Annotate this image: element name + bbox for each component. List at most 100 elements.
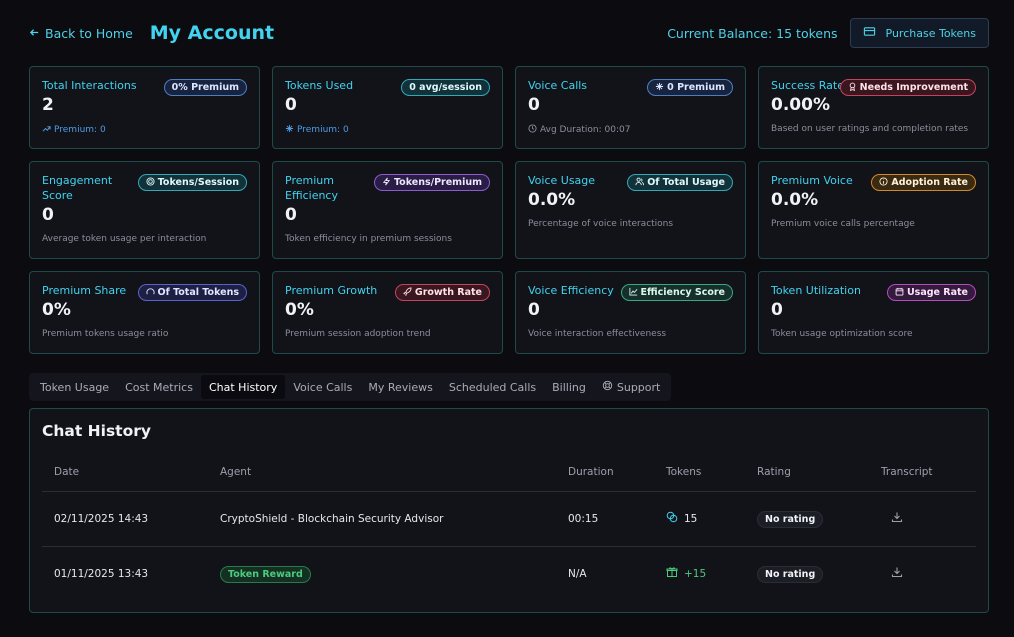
target-icon (146, 176, 155, 189)
column-header: Duration (568, 466, 614, 479)
card-subtext: Percentage of voice interactions (528, 219, 674, 229)
card-badge: Needs Improvement (839, 79, 976, 96)
stats-row-2: Engagement Score Tokens/Session 0 Averag… (29, 161, 989, 259)
card-subtext: Premium session adoption trend (285, 329, 431, 339)
rating-cell: No rating (745, 545, 869, 601)
card-title: Premium Share (42, 284, 127, 297)
card-badge: Tokens/Session (137, 174, 247, 191)
line-chart-icon (628, 287, 638, 299)
credit-card-icon (863, 25, 876, 41)
tokens-value: +15 (684, 567, 707, 580)
subtext-label: Premium: 0 (297, 125, 349, 135)
tab-billing[interactable]: Billing (552, 380, 586, 394)
tab-voice-calls[interactable]: Voice Calls (293, 380, 353, 394)
card-title: Voice Usage (528, 174, 596, 187)
tab-token-usage[interactable]: Token Usage (40, 380, 110, 394)
stat-card-premium-voice: Premium Voice Adoption Rate 0.0% Premium… (758, 161, 989, 259)
token-reward-badge: Token Reward (220, 565, 311, 583)
badge-label: 0 Premium (667, 82, 725, 93)
info-icon (879, 176, 888, 189)
date-cell: 01/11/2025 13:43 (42, 545, 208, 601)
stat-card-total-interactions: Total Interactions 0% Premium 2 Premium:… (29, 66, 260, 149)
badge-label: Efficiency Score (640, 287, 725, 298)
card-title: Total Interactions (42, 79, 137, 92)
tab-my-reviews[interactable]: My Reviews (368, 380, 433, 394)
card-title: Engagement Score (42, 174, 113, 202)
card-title: Voice Efficiency (528, 284, 614, 297)
badge-label: Growth Rate (414, 287, 482, 298)
card-title: Success Rate (771, 79, 844, 92)
badge-label: Of Total Tokens (157, 287, 239, 298)
duration-cell: 00:15 (556, 490, 654, 546)
clock-icon (528, 124, 537, 136)
stat-card-engagement-score: Engagement Score Tokens/Session 0 Averag… (29, 161, 260, 259)
card-badge: Growth Rate (394, 284, 490, 301)
tokens-cell: +15 (654, 545, 745, 601)
card-title: Tokens Used (285, 79, 354, 92)
stat-card-token-utilization: Token Utilization Usage Rate 0 Token usa… (758, 271, 989, 354)
tokens-cell: 15 (654, 490, 745, 546)
card-subtext: Token efficiency in premium sessions (285, 234, 452, 244)
purchase-label: Purchase Tokens (885, 26, 976, 40)
duration-cell: N/A (556, 545, 654, 601)
stat-card-premium-share: Premium Share Of Total Tokens 0% Premium… (29, 271, 260, 354)
card-subtext: Based on user ratings and completion rat… (771, 124, 969, 134)
card-badge: Tokens/Premium (373, 174, 490, 191)
card-value: 2 (42, 95, 54, 115)
card-title: Token Utilization (771, 284, 861, 297)
stat-card-voice-usage: Voice Usage Of Total Usage 0.0% Percenta… (515, 161, 746, 259)
column-header: Agent (220, 466, 252, 479)
card-value: 0.0% (771, 190, 819, 210)
sparkle-icon (655, 82, 664, 94)
card-subtext: Premium: 0 (285, 124, 490, 136)
card-value: 0.00% (771, 95, 830, 115)
card-badge: Of Total Usage (627, 174, 733, 191)
table-row: 01/11/2025 13:43 Token Reward N/A +15 No… (42, 545, 976, 601)
trending-up-icon (42, 124, 51, 136)
chat-history-table: Date Agent Duration Tokens Rating Transc… (42, 454, 976, 601)
gauge-icon (146, 287, 155, 299)
rocket-icon (403, 286, 412, 299)
card-value: 0% (42, 300, 71, 320)
column-header: Rating (757, 466, 791, 479)
tab-chat-history[interactable]: Chat History (200, 375, 286, 399)
card-value: 0.0% (528, 190, 576, 210)
download-transcript-icon[interactable] (891, 567, 903, 581)
chat-history-panel: Chat History Date Agent Duration Tokens … (29, 408, 989, 613)
card-badge: 0 avg/session (401, 79, 490, 96)
badge-label: Needs Improvement (859, 82, 968, 93)
lifebuoy-icon (602, 380, 613, 394)
card-badge: Of Total Tokens (137, 284, 247, 301)
arrow-left-icon (29, 26, 40, 41)
download-transcript-icon[interactable] (891, 512, 903, 526)
card-title: Premium Efficiency (285, 174, 338, 202)
card-title: Voice Calls (528, 79, 588, 92)
back-to-home-link[interactable]: Back to Home (29, 26, 133, 41)
users-icon (635, 177, 645, 189)
tokens-value: 15 (684, 512, 698, 525)
stat-card-voice-calls: Voice Calls 0 Premium 0 Avg Duration: 00… (515, 66, 746, 149)
card-badge: Adoption Rate (871, 174, 976, 191)
card-value: 0 (528, 95, 540, 115)
rating-badge: No rating (757, 510, 824, 528)
card-badge: Efficiency Score (620, 284, 733, 301)
card-subtext: Token usage optimization score (771, 329, 913, 339)
date-cell: 02/11/2025 14:43 (42, 490, 208, 546)
tab-support[interactable]: Support (594, 375, 668, 399)
card-subtext: Premium voice calls percentage (771, 219, 915, 229)
column-header: Tokens (666, 466, 702, 479)
transcript-cell (869, 545, 976, 601)
tab-scheduled-calls[interactable]: Scheduled Calls (448, 380, 537, 394)
column-header: Date (54, 466, 80, 479)
page-title: My Account (149, 22, 275, 44)
card-value: 0% (285, 300, 314, 320)
stat-card-tokens-used: Tokens Used 0 avg/session 0 Premium: 0 (272, 66, 503, 149)
card-badge: 0 Premium (647, 79, 733, 96)
card-value: 0 (528, 300, 540, 320)
purchase-tokens-button[interactable]: Purchase Tokens (849, 18, 989, 48)
tab-cost-metrics[interactable]: Cost Metrics (125, 380, 193, 394)
subtext-label: Premium: 0 (54, 125, 106, 135)
card-value: 0 (42, 205, 54, 225)
card-subtext: Premium: 0 (42, 124, 247, 136)
card-subtext: Average token usage per interaction (42, 234, 207, 244)
